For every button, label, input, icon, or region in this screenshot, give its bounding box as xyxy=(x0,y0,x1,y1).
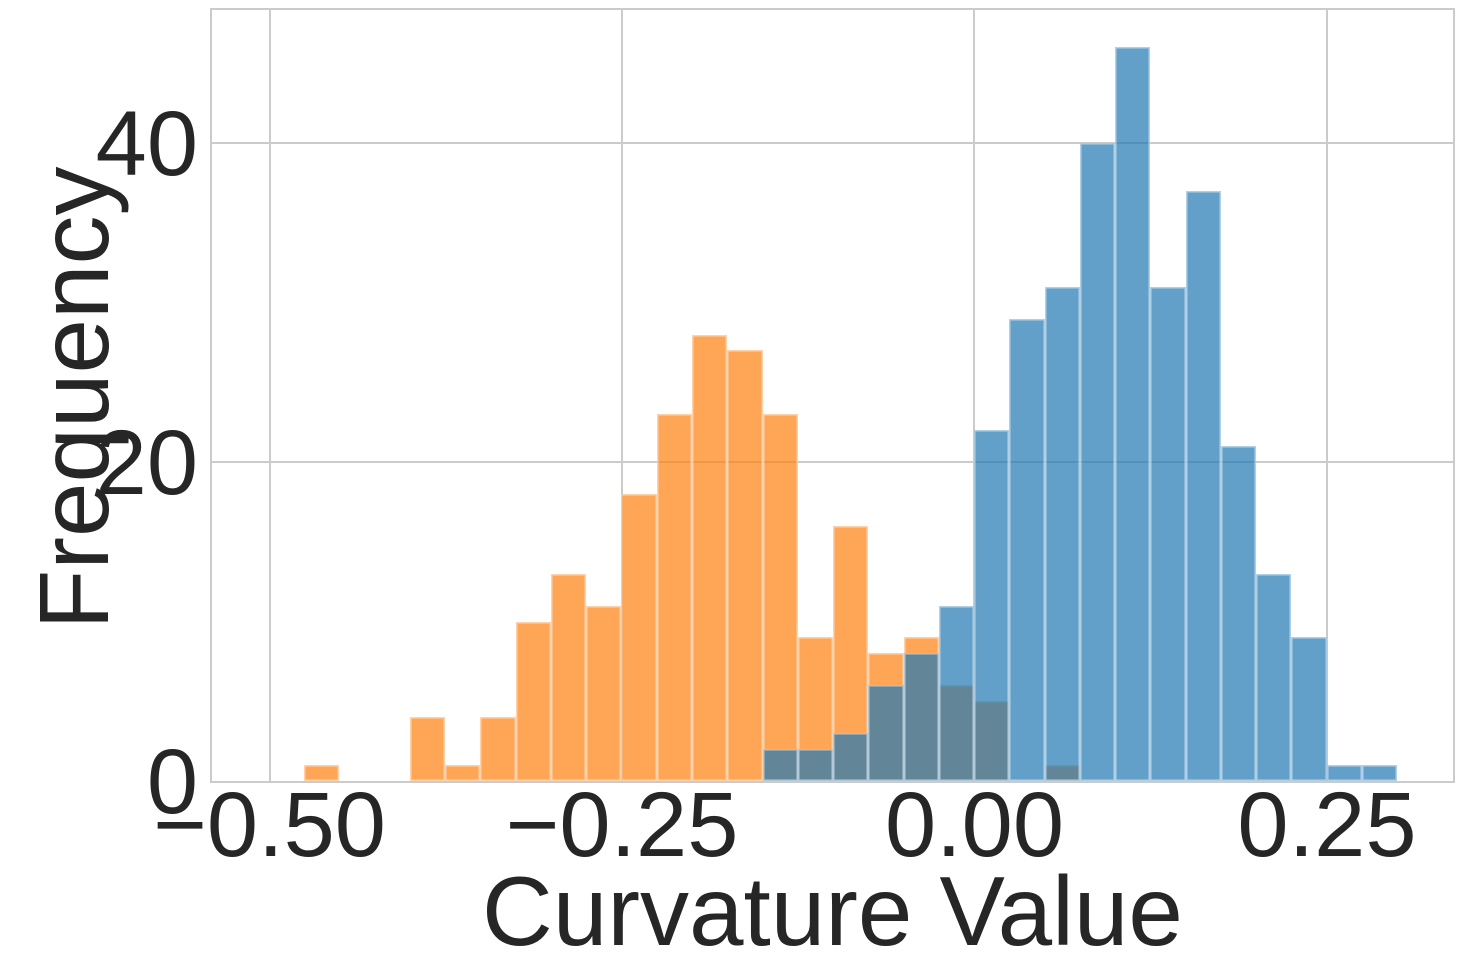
histogram-bar-orange-histogram xyxy=(692,334,728,781)
histogram-bar-blue-histogram xyxy=(1220,446,1257,781)
histogram-bar-orange-histogram xyxy=(621,493,657,781)
histogram-bar-orange-histogram xyxy=(727,350,763,781)
grid-line-vertical xyxy=(1325,10,1328,781)
x-tick-label: −0.25 xyxy=(505,774,739,876)
histogram-bar-blue-histogram xyxy=(762,749,798,781)
histogram-bar-blue-histogram xyxy=(868,685,904,781)
x-axis-label: Curvature Value xyxy=(482,856,1183,966)
grid-line-vertical xyxy=(973,10,976,781)
y-tick-label: 0 xyxy=(146,731,198,833)
x-tick-label: 0.00 xyxy=(884,774,1064,876)
histogram-bar-orange-histogram xyxy=(445,765,481,781)
histogram-bar-orange-histogram xyxy=(762,414,798,781)
histogram-bar-blue-histogram xyxy=(903,653,939,781)
histogram-bar-blue-histogram xyxy=(1009,318,1045,781)
histogram-bar-blue-histogram xyxy=(1291,637,1327,781)
grid-line-horizontal xyxy=(212,142,1453,145)
histogram-bar-orange-histogram xyxy=(409,717,446,781)
histogram-bar-blue-histogram xyxy=(1256,573,1292,781)
histogram-bar-blue-histogram xyxy=(1115,47,1151,781)
histogram-bar-orange-histogram xyxy=(586,605,622,781)
histogram-bar-orange-histogram xyxy=(515,621,551,781)
y-tick-label: 40 xyxy=(95,93,198,196)
grid-layer xyxy=(212,10,1453,781)
bars-layer xyxy=(212,10,1453,781)
histogram-bar-orange-histogram xyxy=(550,573,587,781)
histogram-bar-blue-histogram xyxy=(1326,765,1362,781)
histogram-bar-blue-histogram xyxy=(1185,190,1221,781)
plot-area xyxy=(210,8,1455,783)
histogram-bar-blue-histogram xyxy=(938,605,975,781)
histogram-bar-blue-histogram xyxy=(1079,143,1116,781)
grid-line-horizontal xyxy=(212,461,1453,464)
histogram-bar-blue-histogram xyxy=(1361,765,1398,781)
histogram-bar-blue-histogram xyxy=(797,749,834,781)
y-tick-label: 20 xyxy=(95,412,198,515)
histogram-bar-orange-histogram xyxy=(656,414,692,781)
histogram-bar-blue-histogram xyxy=(1150,286,1186,781)
x-tick-label: −0.50 xyxy=(153,774,386,876)
histogram-bar-orange-histogram xyxy=(480,717,516,781)
histogram-bar-blue-histogram xyxy=(1044,286,1080,781)
histogram-bar-orange-histogram xyxy=(304,765,340,781)
y-axis-label: Frequency xyxy=(19,166,129,630)
grid-line-vertical xyxy=(621,10,623,781)
x-tick-label: 0.25 xyxy=(1237,774,1417,876)
grid-line-vertical xyxy=(268,10,271,781)
histogram-bar-blue-histogram xyxy=(974,430,1010,781)
histogram-bar-blue-histogram xyxy=(833,733,869,781)
